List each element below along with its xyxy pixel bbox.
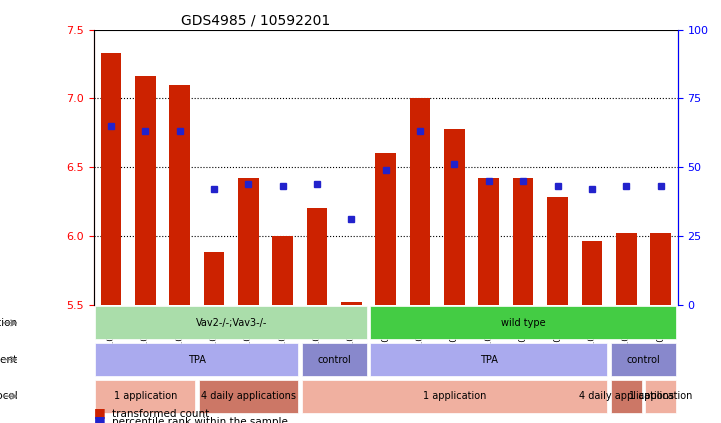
Bar — [582, 241, 602, 305]
Text: ■: ■ — [94, 406, 105, 419]
Text: ■: ■ — [94, 414, 105, 423]
Text: 1 application: 1 application — [114, 391, 177, 401]
Bar — [203, 252, 224, 305]
Bar — [547, 197, 568, 305]
Bar — [616, 233, 637, 305]
Text: genotype/variation: genotype/variation — [0, 318, 18, 328]
FancyBboxPatch shape — [611, 380, 642, 413]
Text: control: control — [317, 354, 351, 365]
Bar — [513, 178, 534, 305]
Text: protocol: protocol — [0, 391, 18, 401]
Text: control: control — [627, 354, 660, 365]
Bar — [650, 233, 671, 305]
FancyBboxPatch shape — [371, 306, 676, 339]
FancyBboxPatch shape — [95, 343, 298, 376]
Text: 1 application: 1 application — [423, 391, 486, 401]
Bar — [101, 53, 121, 305]
Text: 1 application: 1 application — [629, 391, 692, 401]
Bar — [169, 85, 190, 305]
FancyBboxPatch shape — [301, 343, 367, 376]
Bar — [238, 178, 259, 305]
Text: wild type: wild type — [501, 318, 546, 328]
Bar — [306, 208, 327, 305]
FancyBboxPatch shape — [371, 343, 607, 376]
Text: 4 daily applications: 4 daily applications — [201, 391, 296, 401]
Bar — [479, 178, 499, 305]
FancyBboxPatch shape — [301, 380, 607, 413]
FancyBboxPatch shape — [611, 343, 676, 376]
Text: Vav2-/-;Vav3-/-: Vav2-/-;Vav3-/- — [195, 318, 267, 328]
Text: TPA: TPA — [188, 354, 205, 365]
Text: TPA: TPA — [480, 354, 497, 365]
Text: 4 daily applications: 4 daily applications — [579, 391, 673, 401]
FancyBboxPatch shape — [198, 380, 298, 413]
Bar — [341, 302, 362, 305]
Text: transformed count: transformed count — [112, 409, 209, 419]
Bar — [444, 129, 465, 305]
Bar — [273, 236, 293, 305]
Bar — [135, 76, 156, 305]
Bar — [410, 98, 430, 305]
FancyBboxPatch shape — [95, 380, 195, 413]
Text: percentile rank within the sample: percentile rank within the sample — [112, 417, 288, 423]
Bar — [376, 154, 396, 305]
Text: agent: agent — [0, 354, 18, 365]
Text: GDS4985 / 10592201: GDS4985 / 10592201 — [182, 13, 331, 27]
FancyBboxPatch shape — [645, 380, 676, 413]
FancyBboxPatch shape — [95, 306, 367, 339]
